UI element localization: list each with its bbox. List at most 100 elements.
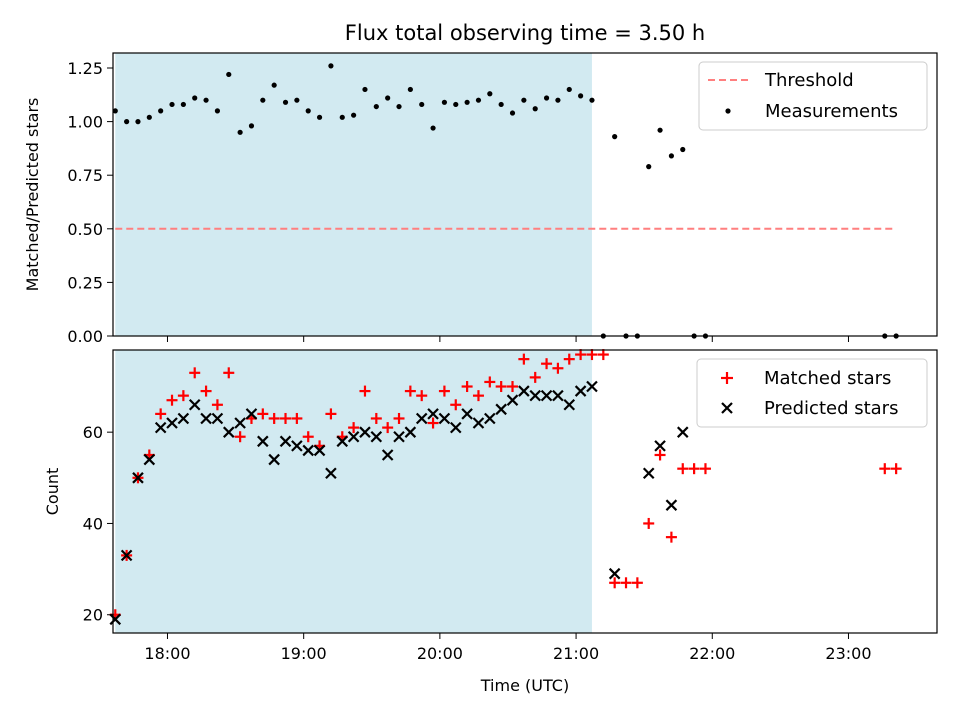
measurement-point <box>612 134 618 140</box>
predicted-star-marker <box>506 394 519 406</box>
x-tick-label: 19:00 <box>281 644 327 663</box>
matched-star-marker <box>280 412 292 424</box>
measurement-point <box>169 101 175 108</box>
predicted-star-marker <box>370 430 383 443</box>
matched-star-marker <box>325 408 337 420</box>
predicted-star-marker <box>245 408 258 420</box>
measurement-point <box>316 114 323 120</box>
legend-measurements-label: Measurements <box>765 101 898 122</box>
measurement-point <box>214 108 221 114</box>
matched-star-marker <box>518 353 530 365</box>
measurement-point <box>305 108 311 114</box>
predicted-star-marker <box>200 412 212 425</box>
predicted-star-marker <box>461 408 473 420</box>
measurement-point <box>407 86 413 93</box>
matched-star-marker <box>291 412 303 424</box>
predicted-star-marker <box>336 435 349 448</box>
predicted-star-marker <box>154 421 167 434</box>
measurement-point <box>441 99 448 105</box>
measurement-point <box>260 97 266 103</box>
x-tick-label: 18:00 <box>144 644 190 663</box>
matched-star-marker <box>359 385 371 397</box>
measurement-point <box>203 97 209 103</box>
measurement-point <box>521 97 527 103</box>
matched-star-marker <box>879 463 891 475</box>
predicted-star-marker <box>427 408 439 420</box>
matched-star-marker <box>677 463 689 475</box>
matched-star-marker <box>541 358 553 370</box>
predicted-star-marker <box>381 449 394 461</box>
predicted-star-marker <box>132 472 144 484</box>
matched-star-marker <box>597 349 609 361</box>
predicted-star-marker <box>642 467 655 480</box>
matched-star-marker <box>495 381 507 393</box>
matched-star-marker <box>450 399 462 411</box>
matched-star-marker <box>699 463 711 475</box>
predicted-star-marker <box>211 412 224 425</box>
bottom-axes-frame <box>112 349 938 634</box>
measurement-point <box>271 82 277 88</box>
predicted-star-marker <box>234 417 246 429</box>
predicted-star-marker <box>222 426 235 438</box>
measurement-point <box>192 95 198 101</box>
matched-star-marker <box>302 431 314 443</box>
measurement-point <box>339 114 345 120</box>
legend-threshold-label: Threshold <box>764 70 854 91</box>
measurement-point <box>543 95 550 101</box>
legend-box <box>696 358 928 428</box>
y-tick-label: 0.50 <box>67 220 103 239</box>
measurement-point <box>328 63 334 69</box>
bottom-legend: Matched stars Predicted stars <box>696 358 928 428</box>
matched-star-marker <box>620 577 632 589</box>
matched-star-marker <box>348 422 360 434</box>
predicted-star-marker <box>608 567 621 580</box>
measurement-point <box>646 164 652 170</box>
observing-span <box>115 53 592 336</box>
predicted-star-marker <box>279 435 292 448</box>
y-tick-label: 1.25 <box>67 59 103 78</box>
measurement-point <box>555 97 561 103</box>
legend-measurements-swatch <box>725 108 731 114</box>
predicted-star-marker <box>313 444 326 457</box>
y-tick-label: 40 <box>83 514 103 533</box>
matched-star-marker <box>370 412 382 424</box>
y-tick-label: 20 <box>83 606 103 625</box>
matched-star-marker <box>234 431 246 443</box>
predicted-star-marker <box>166 417 178 429</box>
matched-star-marker <box>688 463 700 475</box>
measurement-point <box>430 125 436 131</box>
matched-star-marker <box>472 390 484 402</box>
measurement-point <box>419 101 425 108</box>
legend-matched-swatch <box>721 372 733 384</box>
matched-star-marker <box>223 367 235 379</box>
legend-predicted-label: Predicted stars <box>764 398 898 419</box>
legend-box <box>698 61 928 131</box>
matched-star-marker <box>484 376 496 388</box>
x-tick-label: 21:00 <box>553 644 599 663</box>
matched-star-marker <box>631 577 643 589</box>
measurement-point <box>475 97 482 103</box>
matched-star-marker <box>438 385 450 397</box>
measurement-point <box>158 108 164 114</box>
predicted-star-marker <box>518 385 530 397</box>
chart-title: Flux total observing time = 3.50 h <box>345 21 705 45</box>
x-axis-label: Time (UTC) <box>480 676 569 695</box>
measurement-point <box>532 106 538 112</box>
top-legend: Threshold Measurements <box>698 61 928 131</box>
measurement-point <box>146 114 152 120</box>
predicted-star-marker <box>359 426 371 438</box>
matched-star-marker <box>507 381 519 393</box>
matched-star-marker <box>211 399 223 411</box>
matched-star-marker <box>609 577 621 589</box>
matched-star-marker <box>257 408 269 420</box>
y-tick-label: 0.75 <box>67 166 103 185</box>
predicted-star-marker <box>586 380 598 393</box>
matched-star-marker <box>563 353 575 365</box>
predicted-star-marker <box>654 440 666 452</box>
predicted-star-marker <box>415 412 428 425</box>
predicted-star-marker <box>438 412 451 425</box>
matched-star-marker <box>189 367 201 379</box>
matched-star-marker <box>155 408 167 420</box>
matched-star-marker <box>393 412 405 424</box>
